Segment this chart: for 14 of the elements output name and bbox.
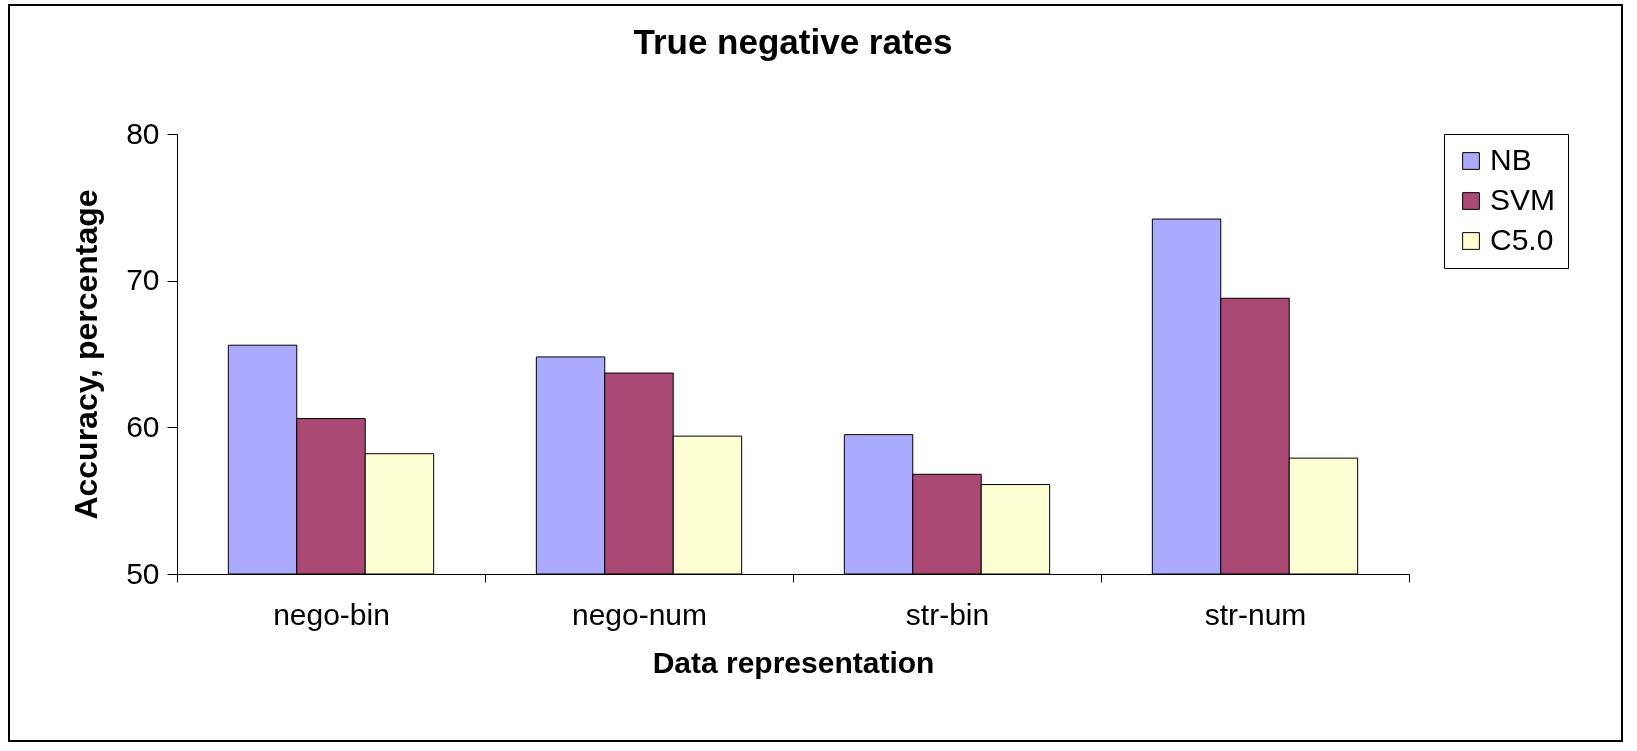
y-tick-label: 50 <box>126 556 160 590</box>
x-tick-label: str-num <box>1204 597 1307 631</box>
legend-label: NB <box>1490 143 1532 176</box>
x-axis-title: Data representation <box>652 645 935 679</box>
x-tick-label: nego-bin <box>273 597 390 631</box>
legend-label: C5.0 <box>1490 223 1554 256</box>
x-tick-label: str-bin <box>905 597 990 631</box>
y-axis-title: Accuracy, percentage <box>68 189 105 520</box>
y-tick-label: 60 <box>126 409 160 443</box>
y-tick-label: 80 <box>126 116 160 150</box>
x-tick-label: nego-num <box>571 597 708 631</box>
legend-label: SVM <box>1490 183 1556 216</box>
y-tick-label: 70 <box>126 263 160 297</box>
chart-title: True negative rates <box>633 22 953 61</box>
